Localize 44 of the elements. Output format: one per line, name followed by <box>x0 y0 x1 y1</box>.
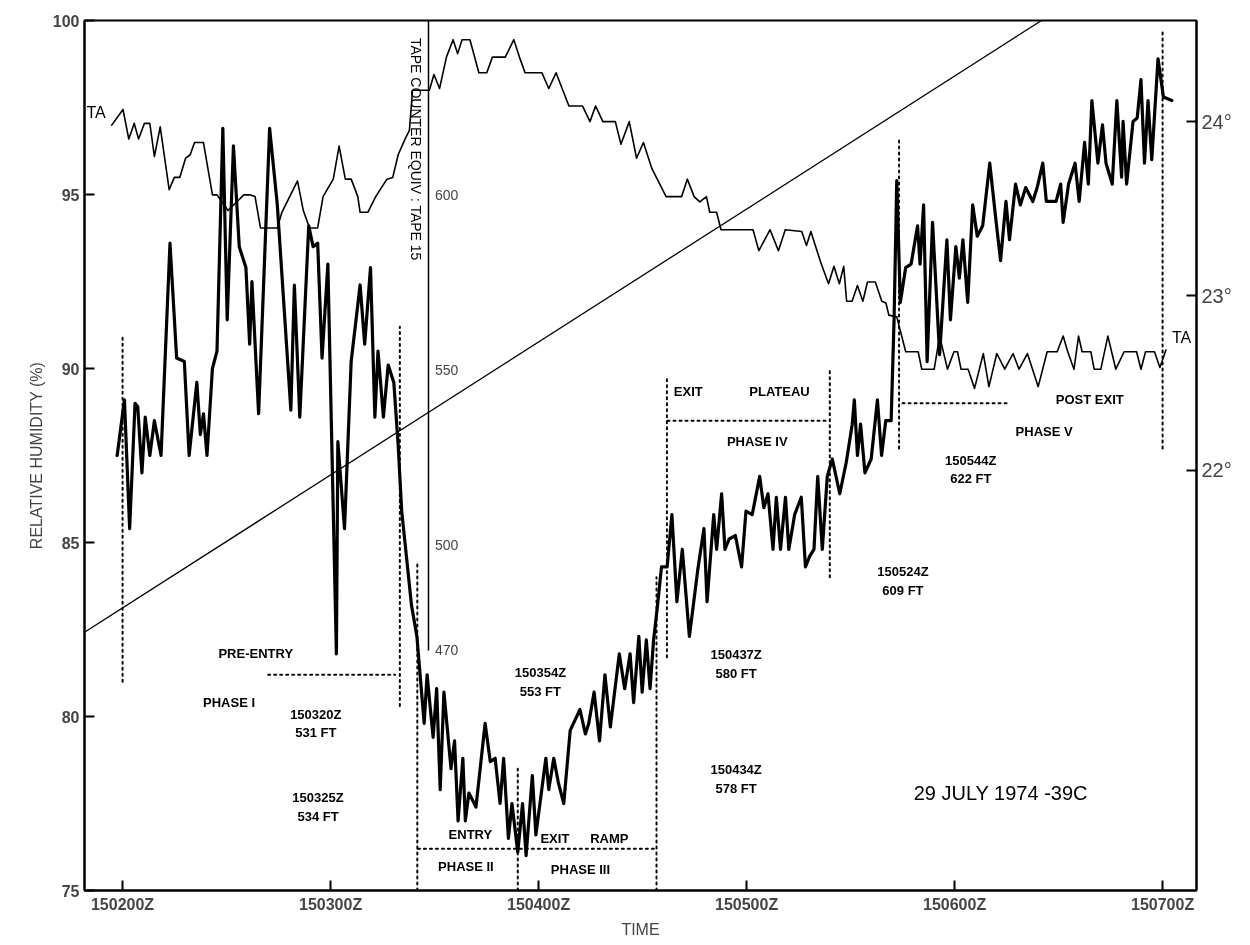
x-tick-label: 150400Z <box>507 895 571 913</box>
annotation: EXIT <box>540 830 570 846</box>
annotation: PLATEAU <box>749 383 810 399</box>
y3-axis-title: TAPE COUNTER EQUIV : TAPE 15 <box>407 37 424 261</box>
annotation: PRE-ENTRY <box>218 646 294 662</box>
x-tick-label: 150700Z <box>1131 895 1195 913</box>
series-label: TA <box>86 104 107 122</box>
annotation: PHASE II <box>438 858 494 874</box>
y-tick-label: 85 <box>61 534 80 552</box>
y2-tick-label: 23° <box>1201 284 1232 307</box>
annotation: RAMP <box>590 830 629 846</box>
annotation: 150320Z 531 FT <box>290 706 342 741</box>
text: TA <box>1171 329 1192 347</box>
annotation: 29 JULY 1974 -39C <box>913 782 1088 805</box>
annotation: PHASE IV <box>726 434 788 450</box>
y2-tick-label: 24° <box>1201 110 1232 133</box>
y3-tick-label: 500 <box>434 537 459 554</box>
x-tick-label: 150200Z <box>90 895 155 913</box>
x-tick-label: 150500Z <box>715 895 779 913</box>
y3-tick-label: 600 <box>434 187 459 204</box>
annotation: 150524Z 609 FT <box>877 563 929 598</box>
y-tick-label: 90 <box>61 360 80 378</box>
annotation: POST EXIT <box>1055 392 1124 408</box>
annotation: 150325Z 534 FT <box>292 790 344 824</box>
y-tick-label: 75 <box>61 882 80 900</box>
annotation: 150544Z 622 FT <box>945 452 997 487</box>
annotation: PHASE V <box>1015 423 1074 439</box>
annotation: 150354Z 553 FT <box>514 664 567 699</box>
y2-tick-label: 22° <box>1201 459 1232 482</box>
y3-tick-label: 550 <box>434 362 459 379</box>
annotation: 150437Z 580 FT <box>710 647 762 682</box>
x-tick-label: 150300Z <box>298 895 363 913</box>
annotation: PHASE I <box>203 695 256 711</box>
x-axis-title: TIME <box>621 920 660 938</box>
y3-tick-label: 470 <box>434 642 459 659</box>
y-tick-label: 95 <box>61 186 80 204</box>
annotation: EXIT <box>673 383 703 399</box>
annotation: 150434Z 578 FT <box>710 762 762 797</box>
x-tick-label: 150600Z <box>923 895 987 913</box>
y-tick-label: 80 <box>61 708 80 726</box>
y-tick-label: 100 <box>52 12 80 30</box>
annotation: ENTRY <box>448 827 493 843</box>
y-axis-title: RELATIVE HUMIDITY (%) <box>27 362 45 550</box>
annotation: PHASE III <box>550 862 611 878</box>
